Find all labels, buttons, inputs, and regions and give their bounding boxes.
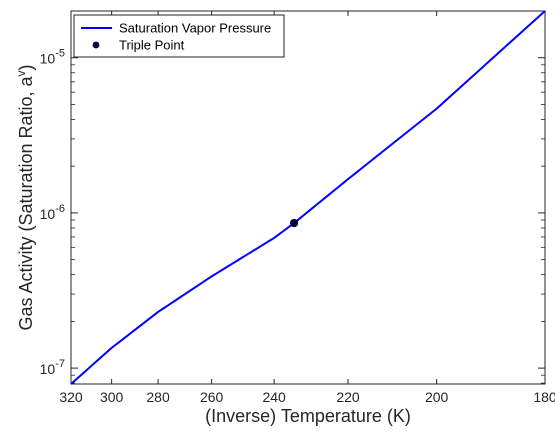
triple-point-marker [289, 218, 299, 228]
x-tick-label: 280 [146, 389, 170, 405]
x-axis-label: (Inverse) Temperature (K) [205, 406, 411, 426]
axis-labels: (Inverse) Temperature (K) Gas Activity (S… [14, 64, 411, 426]
x-tick-label: 180 [533, 389, 555, 405]
x-tick-label: 300 [100, 389, 124, 405]
series-layer [70, 10, 546, 385]
y-tick-label: 10-7 [40, 358, 65, 377]
y-axis-label: Gas Activity (Saturation Ratio, av) [14, 64, 36, 330]
y-tick-label: 10-5 [40, 48, 65, 67]
legend-dot-swatch [92, 41, 100, 49]
axis-ticks: 320 300 280 260 240 220 200 180 10-7 10-6 10-5 [40, 10, 555, 405]
x-tick-label: 200 [425, 389, 449, 405]
legend-entry-label: Saturation Vapor Pressure [119, 21, 271, 36]
plot-area [70, 10, 546, 385]
x-tick-label: 220 [336, 389, 360, 405]
legend-box [73, 14, 285, 58]
plot-frame [70, 10, 546, 385]
series-line-saturation-vapor-pressure [70, 10, 546, 385]
x-tick-label: 240 [262, 389, 286, 405]
y-tick-label: 10-6 [40, 203, 65, 222]
legend-entry-label: Triple Point [119, 38, 185, 53]
points-layer [289, 218, 299, 228]
legend: Saturation Vapor Pressure Triple Point [73, 14, 285, 58]
x-tick-label: 320 [59, 389, 83, 405]
x-tick-label: 260 [200, 389, 224, 405]
